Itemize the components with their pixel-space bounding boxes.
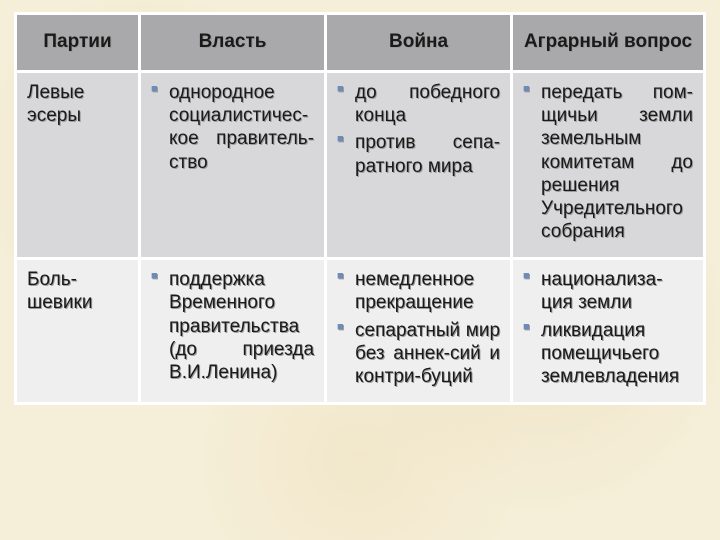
table-body: Левые эсерыоднородное социалистичес-кое … <box>16 72 705 404</box>
header-parties: Партии <box>16 14 140 72</box>
party-cell: Боль-шевики <box>16 259 140 404</box>
voina-cell-list: до победного концапротив сепа-ратного ми… <box>337 81 500 178</box>
header-agrar: Аграрный вопрос <box>512 14 705 72</box>
agrar-cell: национализа-ция земли ликвидация помещичь… <box>512 259 705 404</box>
vlast-cell: поддержка Временного правительства (до п… <box>140 259 326 404</box>
vlast-cell-list: однородное социалистичес-кое правитель-с… <box>151 81 314 174</box>
agrar-cell-item: ликвидация помещичьего землевладения <box>523 319 693 389</box>
header-row: Партии Власть Война Аграрный вопрос <box>16 14 705 72</box>
voina-cell-item: до победного конца <box>337 81 500 127</box>
vlast-cell: однородное социалистичес-кое правитель-с… <box>140 72 326 259</box>
agrar-cell-list: национализа-ция земли ликвидация помещичь… <box>523 268 693 388</box>
table-row: Левые эсерыоднородное социалистичес-кое … <box>16 72 705 259</box>
slide-content: Партии Власть Война Аграрный вопрос Левы… <box>0 0 720 540</box>
table-row: Боль-шевикиподдержка Временного правител… <box>16 259 705 404</box>
voina-cell: до победного концапротив сепа-ратного ми… <box>326 72 512 259</box>
vlast-cell-list: поддержка Временного правительства (до п… <box>151 268 314 384</box>
parties-table: Партии Власть Война Аграрный вопрос Левы… <box>14 12 706 405</box>
voina-cell-list: немедленное прекращение сепаратный мир бе… <box>337 268 500 388</box>
vlast-cell-item: однородное социалистичес-кое правитель-с… <box>151 81 314 174</box>
voina-cell-item: сепаратный мир без аннек-сий и контри-бу… <box>337 319 500 389</box>
agrar-cell-item: передать пом-щичьи земли земельным комит… <box>523 81 693 243</box>
voina-cell-item: против сепа-ратного мира <box>337 131 500 177</box>
agrar-cell-list: передать пом-щичьи земли земельным комит… <box>523 81 693 243</box>
voina-cell-item: немедленное прекращение <box>337 268 500 314</box>
voina-cell: немедленное прекращение сепаратный мир бе… <box>326 259 512 404</box>
agrar-cell: передать пом-щичьи земли земельным комит… <box>512 72 705 259</box>
agrar-cell-item: национализа-ция земли <box>523 268 693 314</box>
header-vlast: Власть <box>140 14 326 72</box>
party-cell: Левые эсеры <box>16 72 140 259</box>
vlast-cell-item: поддержка Временного правительства (до п… <box>151 268 314 384</box>
header-voina: Война <box>326 14 512 72</box>
